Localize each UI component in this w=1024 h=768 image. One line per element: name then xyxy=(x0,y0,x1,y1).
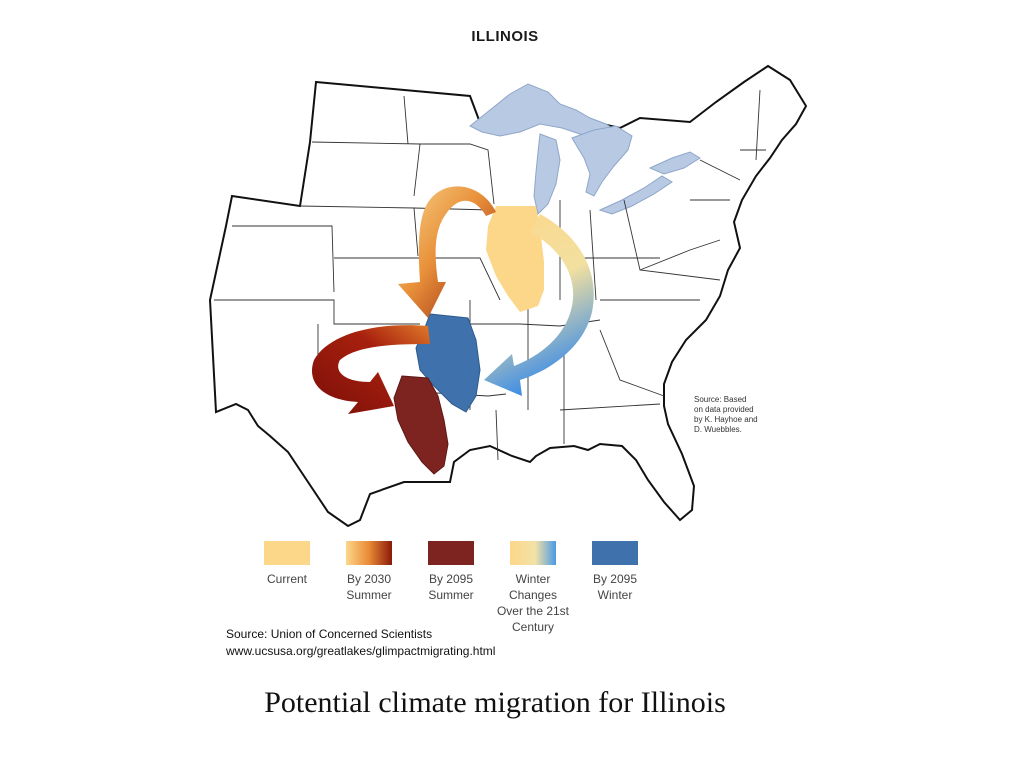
legend-swatch-2030-summer xyxy=(346,541,392,565)
legend-label-2095-winter: By 2095 Winter xyxy=(592,572,638,602)
legend-item-2095-summer: By 2095 Summer xyxy=(406,541,496,603)
legend-label-winter-changes: Winter Changes Over the 21st Century xyxy=(496,572,570,634)
map-source-note: Source: Based on data provided by K. Hay… xyxy=(694,395,758,434)
legend-label-2030-summer: By 2030 Summer xyxy=(346,572,392,602)
legend: Current By 2030 Summer By 2095 Summer Wi… xyxy=(240,541,660,641)
arrow-summer-2095 xyxy=(311,325,430,414)
arrow-summer-2030 xyxy=(398,186,496,318)
illinois-current xyxy=(486,206,544,312)
legend-swatch-2095-winter xyxy=(592,541,638,565)
legend-item-2095-winter: By 2095 Winter xyxy=(570,541,660,603)
illinois-2095-winter xyxy=(415,313,481,413)
great-lakes xyxy=(469,83,701,215)
legend-label-current: Current xyxy=(266,572,307,586)
legend-swatch-2095-summer xyxy=(428,541,474,565)
lake-huron xyxy=(571,125,633,197)
map-title: ILLINOIS xyxy=(471,28,539,45)
lake-erie xyxy=(598,175,673,215)
lake-ontario xyxy=(648,151,701,175)
legend-item-2030-summer: By 2030 Summer xyxy=(324,541,414,603)
legend-item-current: Current xyxy=(242,541,332,587)
legend-swatch-current xyxy=(264,541,310,565)
slide-caption: Potential climate migration for Illinois xyxy=(264,686,726,719)
source-url: www.ucsusa.org/greatlakes/glimpactmigrat… xyxy=(226,644,496,658)
arrow-winter xyxy=(484,214,594,396)
state-lines xyxy=(214,89,766,461)
legend-label-2095-summer: By 2095 Summer xyxy=(428,572,474,602)
illinois-2095-summer xyxy=(393,375,449,475)
legend-swatch-winter-changes xyxy=(510,541,556,565)
legend-item-winter-changes: Winter Changes Over the 21st Century xyxy=(488,541,578,635)
source-credit: Source: Union of Concerned Scientists ww… xyxy=(226,626,495,660)
lake-michigan xyxy=(533,133,561,215)
source-line: Source: Union of Concerned Scientists xyxy=(226,627,433,641)
